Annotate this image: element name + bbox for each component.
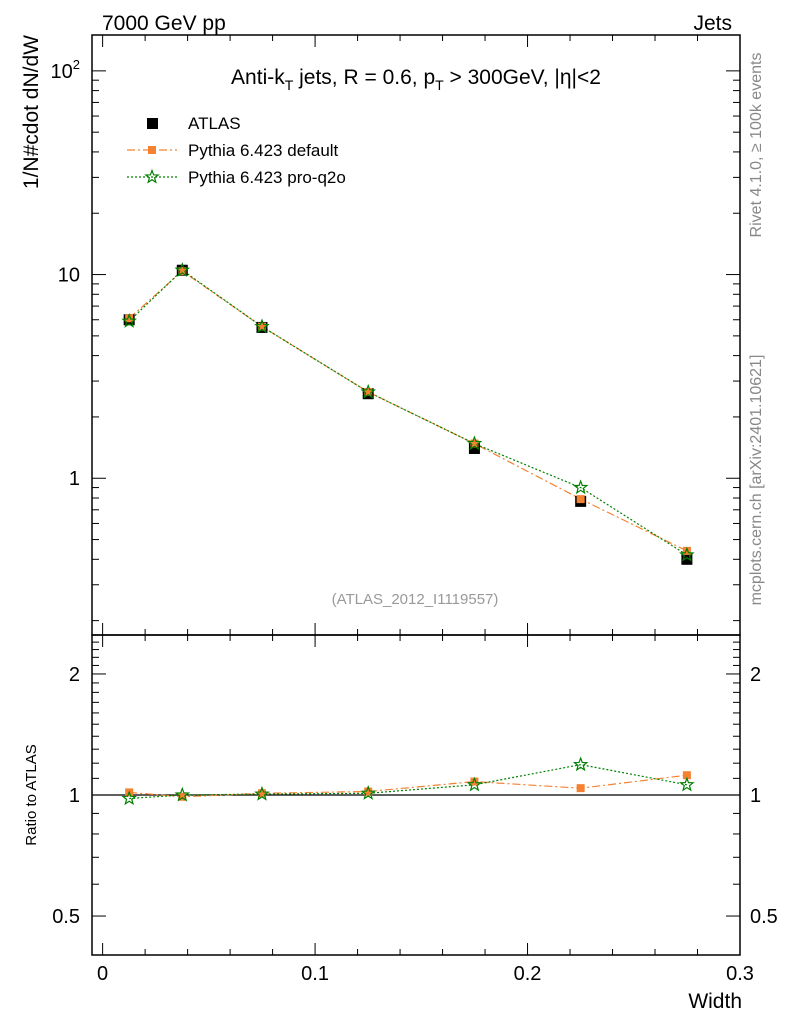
legend-proq2o-marker bbox=[144, 168, 160, 184]
proq2o-data-point bbox=[466, 435, 483, 451]
x-axis-label: Width bbox=[688, 990, 742, 1013]
proq2o-ratio-line bbox=[129, 763, 688, 800]
legend: ATLAS Pythia 6.423 default Pythia 6.423 … bbox=[127, 114, 346, 187]
default-data-point bbox=[257, 322, 266, 331]
chart-title: Anti-kT jets, R = 0.6, pT > 300GeV, |η|<… bbox=[231, 66, 601, 93]
x-tick-label: 0.3 bbox=[726, 963, 754, 985]
ratio-ylabel: Ratio to ATLAS bbox=[23, 744, 40, 845]
ratio-y-tick-label: 2 bbox=[69, 664, 80, 686]
proq2o-data-point bbox=[254, 318, 270, 334]
legend-proq2o-label: Pythia 6.423 pro-q2o bbox=[188, 168, 346, 187]
default-ratio-line bbox=[129, 774, 687, 798]
proq2o-ratio-point bbox=[121, 790, 137, 806]
y-tick-label: 10 bbox=[58, 265, 80, 287]
default-ratio-point bbox=[470, 777, 479, 786]
proq2o-data-point bbox=[174, 262, 191, 277]
proq2o-ratio-point bbox=[254, 785, 270, 801]
header-category-label: Jets bbox=[693, 12, 732, 35]
default-ratio-point bbox=[364, 787, 373, 796]
rivet-version-label: Rivet 4.1.0, ≥ 100k events bbox=[748, 53, 765, 238]
x-tick-label: 0.2 bbox=[514, 963, 542, 985]
header-energy-label: 7000 GeV pp bbox=[102, 12, 226, 35]
proq2o-data-point bbox=[572, 479, 589, 495]
default-ratio-point bbox=[178, 792, 187, 801]
data-series bbox=[92, 262, 740, 806]
y-tick-label: 1 bbox=[69, 468, 80, 490]
atlas-data-point bbox=[681, 553, 693, 565]
default-data-point bbox=[682, 546, 691, 555]
default-ratio-point bbox=[257, 789, 266, 798]
ratio-y-tick-label-right: 1 bbox=[750, 785, 761, 807]
legend-atlas-marker bbox=[147, 118, 158, 129]
y-tick-label: 102 bbox=[51, 57, 80, 83]
legend-atlas-label: ATLAS bbox=[188, 114, 241, 133]
ratio-y-tick-label-right: 2 bbox=[750, 664, 761, 686]
main-ylabel: 1/N#cdot dN/dW bbox=[20, 35, 43, 189]
legend-default-label: Pythia 6.423 default bbox=[188, 141, 339, 160]
proq2o-data-point bbox=[360, 383, 377, 399]
default-data-point bbox=[576, 495, 585, 504]
default-data-point bbox=[125, 314, 134, 323]
default-data-point bbox=[364, 388, 373, 397]
default-data-point bbox=[470, 439, 479, 448]
atlas-data-point bbox=[468, 442, 480, 454]
axes-ticks: 0 0.1 0.2 0.3 1 10 102 0.5 0.5 1 1 2 2 bbox=[51, 35, 778, 985]
proq2o-series-line bbox=[128, 269, 688, 556]
proq2o-data-point bbox=[679, 546, 695, 562]
default-data-point bbox=[178, 267, 187, 276]
legend-default-marker bbox=[148, 146, 156, 154]
proq2o-ratio-point bbox=[679, 776, 695, 792]
mcplots-label: mcplots.cern.ch [arXiv:2401.10621] bbox=[748, 355, 765, 606]
ratio-y-tick-label: 1 bbox=[69, 785, 80, 807]
x-tick-label: 0.1 bbox=[301, 963, 329, 985]
proq2o-ratio-point bbox=[572, 756, 589, 772]
x-tick-label: 0 bbox=[97, 963, 108, 985]
ratio-y-tick-label-right: 0.5 bbox=[750, 906, 778, 928]
ratio-y-tick-label: 0.5 bbox=[52, 906, 80, 928]
default-ratio-point bbox=[576, 784, 585, 793]
proq2o-ratio-point bbox=[360, 785, 377, 800]
reference-label: (ATLAS_2012_I1119557) bbox=[332, 591, 499, 608]
proq2o-ratio-point bbox=[174, 786, 191, 802]
proq2o-ratio-point bbox=[466, 776, 483, 792]
proq2o-data-point bbox=[121, 313, 137, 328]
default-ratio-point bbox=[682, 771, 691, 780]
